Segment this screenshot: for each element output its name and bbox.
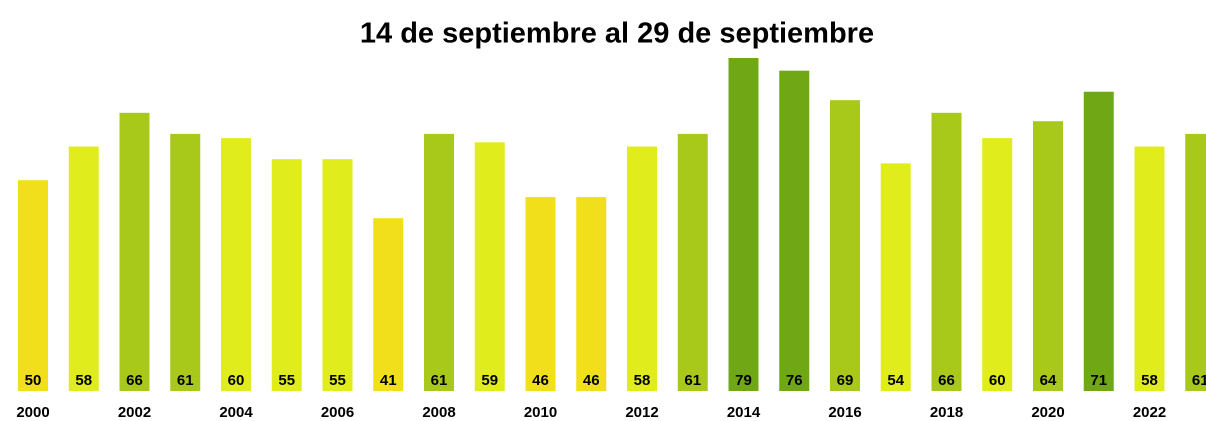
bar [18,180,48,391]
bar [170,133,201,391]
value-label: 58 [1141,372,1158,389]
bar [779,70,810,391]
bar [576,197,607,391]
value-label: 46 [532,372,549,389]
x-tick-label: 2004 [219,404,253,421]
bar [525,197,556,391]
x-tick-label: 2022 [1133,404,1166,421]
bar [68,146,99,391]
x-tick-label: 2008 [422,404,455,421]
value-label: 59 [481,372,498,389]
bar [373,218,404,391]
value-label: 79 [735,372,752,389]
bar [728,58,759,391]
value-label: 55 [329,372,346,389]
value-label: 61 [684,372,701,389]
value-label: 64 [1040,372,1057,389]
value-label: 58 [75,372,92,389]
bar [982,138,1013,391]
x-tick-label: 2020 [1031,404,1064,421]
bar [119,112,150,391]
value-label: 58 [634,372,651,389]
chart-title: 14 de septiembre al 29 de septiembre [360,18,874,50]
x-tick-label: 2016 [828,404,861,421]
bar [474,142,505,391]
bar [830,100,860,391]
value-label: 46 [583,372,600,389]
bar [322,159,353,391]
x-tick-label: 2014 [727,404,761,421]
bar [627,146,657,391]
x-tick-label: 2018 [930,404,963,421]
bar [424,133,454,391]
x-tick-label: 2006 [321,404,354,421]
value-label: 60 [989,372,1006,389]
bar [1083,91,1114,392]
bar [1033,121,1063,392]
value-label: 61 [431,372,448,389]
x-tick-label: 2002 [118,404,151,421]
bar [677,133,708,391]
value-label: 54 [887,372,904,389]
value-label: 61 [177,372,194,389]
value-label: 71 [1090,372,1107,389]
value-label: 61 [1192,372,1206,389]
bar [271,159,302,391]
value-label: 60 [228,372,245,389]
x-tick-label: 2010 [524,404,557,421]
value-label: 50 [25,372,42,389]
value-label: 55 [278,372,295,389]
bar [221,138,251,391]
bar [931,112,962,391]
x-tick-label: 2012 [625,404,658,421]
value-label: 76 [786,372,803,389]
value-label: 69 [837,372,854,389]
value-label: 41 [380,372,397,389]
bar [1134,146,1165,391]
bar [1185,133,1206,391]
x-tick-label: 2000 [16,404,49,421]
value-label: 66 [938,372,955,389]
value-label: 66 [126,372,143,389]
bar [880,163,911,391]
